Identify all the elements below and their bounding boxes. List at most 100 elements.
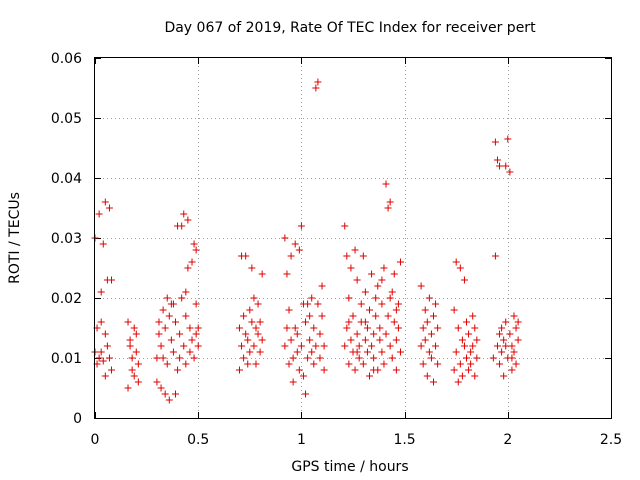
data-point (256, 318, 264, 326)
data-point (419, 324, 427, 332)
data-point (460, 276, 468, 284)
data-point (186, 324, 194, 332)
data-point (312, 342, 320, 350)
data-point (368, 270, 376, 278)
data-point (353, 348, 361, 356)
data-point (302, 390, 310, 398)
data-point (508, 366, 516, 374)
data-point (132, 348, 140, 356)
data-point (460, 342, 468, 350)
data-point (392, 366, 400, 374)
data-point (192, 246, 200, 254)
data-point (357, 300, 365, 308)
data-point (105, 354, 113, 362)
data-point (314, 300, 322, 308)
data-point (353, 330, 361, 338)
data-point (496, 360, 504, 368)
data-point (128, 354, 136, 362)
data-point (378, 348, 386, 356)
data-point (432, 342, 440, 350)
data-point (184, 216, 192, 224)
data-point (386, 342, 394, 350)
data-point (498, 348, 506, 356)
data-point (378, 300, 386, 308)
data-point (473, 336, 481, 344)
data-point (417, 282, 425, 290)
data-point (390, 270, 398, 278)
data-point (506, 168, 514, 176)
data-point (289, 354, 297, 362)
data-point (306, 312, 314, 320)
y-tick-label: 0.01 (51, 351, 82, 367)
data-point (194, 324, 202, 332)
data-point (508, 354, 516, 362)
data-point (192, 300, 200, 308)
data-point (512, 360, 520, 368)
data-point (153, 378, 161, 386)
data-point (161, 390, 169, 398)
data-point (421, 336, 429, 344)
data-point (349, 312, 357, 320)
data-point (368, 342, 376, 350)
data-point (124, 384, 132, 392)
y-tick-label: 0.05 (51, 111, 82, 127)
data-point (244, 336, 252, 344)
data-point (250, 342, 258, 350)
data-point (188, 258, 196, 266)
data-point (182, 312, 190, 320)
plot-frame (94, 57, 612, 419)
data-point (392, 336, 400, 344)
data-point (289, 378, 297, 386)
data-point (396, 258, 404, 266)
data-point (434, 360, 442, 368)
data-point (425, 348, 433, 356)
data-point (465, 366, 473, 374)
data-point (302, 318, 310, 326)
data-point (380, 360, 388, 368)
data-point (345, 294, 353, 302)
data-point (450, 306, 458, 314)
data-point (287, 252, 295, 260)
data-point (155, 330, 163, 338)
y-tick-label: 0.03 (51, 231, 82, 247)
data-point (312, 84, 320, 92)
data-point (394, 300, 402, 308)
data-point (427, 330, 435, 338)
data-point (504, 135, 512, 143)
data-point (388, 354, 396, 362)
data-point (372, 312, 380, 320)
data-point (297, 222, 305, 230)
data-point (97, 288, 105, 296)
data-point (240, 312, 248, 320)
y-tick-label: 0 (73, 411, 82, 427)
data-point (359, 252, 367, 260)
data-point (498, 324, 506, 332)
data-point (254, 330, 262, 338)
data-point (469, 312, 477, 320)
data-point (392, 306, 400, 314)
data-point (310, 360, 318, 368)
data-point (248, 318, 256, 326)
data-point (376, 324, 384, 332)
data-point (293, 330, 301, 338)
data-point (502, 162, 510, 170)
data-point (281, 234, 289, 242)
data-point (291, 240, 299, 248)
y-tick-label: 0.02 (51, 291, 82, 307)
data-point (452, 258, 460, 266)
x-tick-label: 0 (91, 432, 100, 448)
data-point (108, 276, 116, 284)
data-point (165, 312, 173, 320)
data-point (432, 300, 440, 308)
data-point (491, 138, 499, 146)
axis-ticks (95, 58, 612, 419)
data-point (496, 162, 504, 170)
data-point (167, 336, 175, 344)
data-point (99, 357, 107, 365)
data-point (153, 354, 161, 362)
data-point (155, 318, 163, 326)
data-point (353, 276, 361, 284)
data-point (99, 240, 107, 248)
data-point (178, 294, 186, 302)
